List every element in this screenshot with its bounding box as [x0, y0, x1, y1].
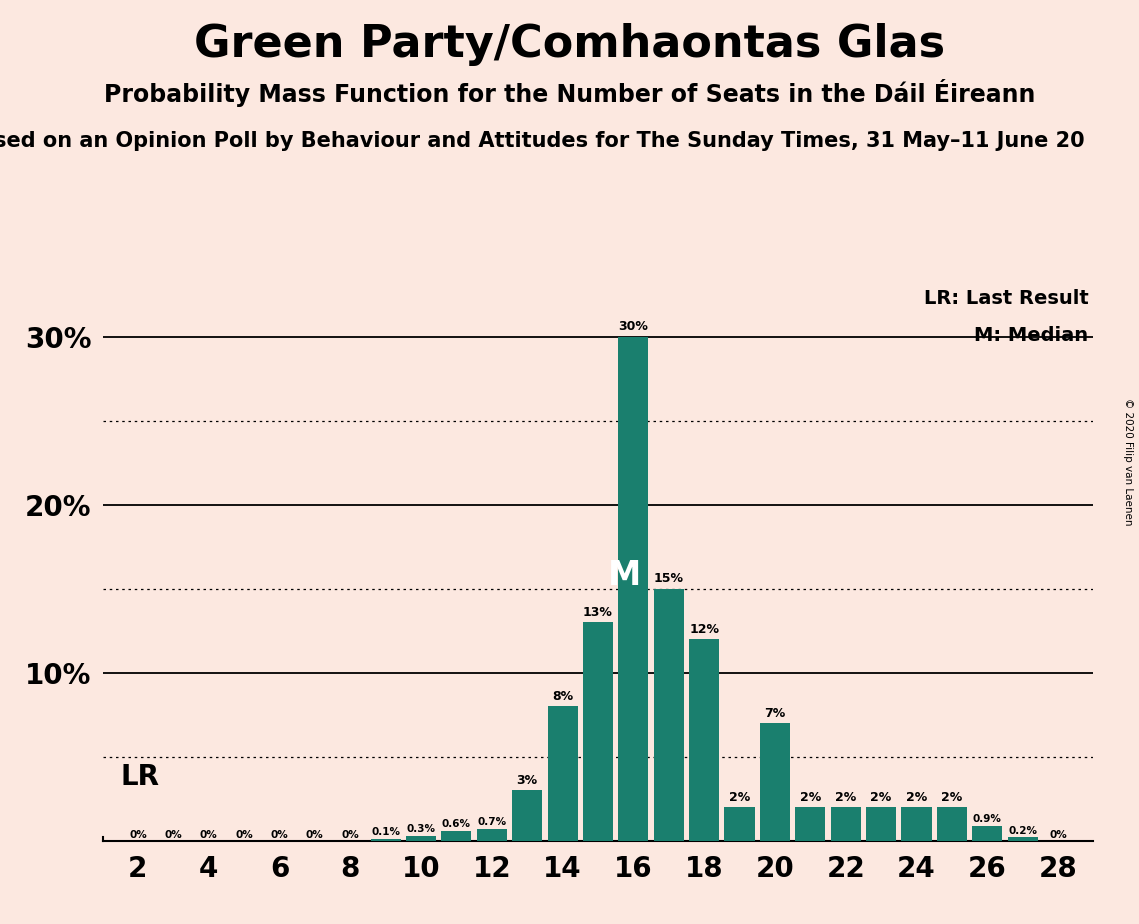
Text: 12%: 12% — [689, 623, 719, 636]
Bar — [513, 790, 542, 841]
Text: 0.9%: 0.9% — [973, 814, 1001, 824]
Text: 0%: 0% — [164, 830, 182, 840]
Bar — [689, 639, 719, 841]
Text: 0%: 0% — [199, 830, 218, 840]
Text: 13%: 13% — [583, 606, 613, 619]
Text: LR: LR — [121, 763, 159, 791]
Text: 3%: 3% — [517, 774, 538, 787]
Text: sed on an Opinion Poll by Behaviour and Attitudes for The Sunday Times, 31 May–1: sed on an Opinion Poll by Behaviour and … — [0, 131, 1085, 152]
Bar — [405, 836, 436, 841]
Text: 30%: 30% — [618, 321, 648, 334]
Text: 8%: 8% — [552, 690, 573, 703]
Text: 2%: 2% — [729, 791, 751, 804]
Text: 15%: 15% — [654, 573, 683, 586]
Text: 2%: 2% — [800, 791, 821, 804]
Bar — [973, 826, 1002, 841]
Bar — [760, 723, 790, 841]
Bar — [583, 623, 613, 841]
Text: 0.3%: 0.3% — [407, 824, 435, 834]
Bar — [830, 808, 861, 841]
Text: 0.7%: 0.7% — [477, 818, 507, 827]
Text: 2%: 2% — [941, 791, 962, 804]
Text: 2%: 2% — [870, 791, 892, 804]
Text: 2%: 2% — [906, 791, 927, 804]
Text: Probability Mass Function for the Number of Seats in the Dáil Éireann: Probability Mass Function for the Number… — [104, 79, 1035, 106]
Text: 0.2%: 0.2% — [1008, 826, 1038, 836]
Text: 0%: 0% — [271, 830, 288, 840]
Text: 0%: 0% — [342, 830, 359, 840]
Text: 0.6%: 0.6% — [442, 819, 470, 829]
Bar — [618, 337, 648, 841]
Bar — [724, 808, 754, 841]
Text: LR: Last Result: LR: Last Result — [924, 289, 1089, 309]
Bar — [866, 808, 896, 841]
Text: M: M — [608, 559, 641, 592]
Text: © 2020 Filip van Laenen: © 2020 Filip van Laenen — [1123, 398, 1133, 526]
Text: 0.1%: 0.1% — [371, 828, 400, 837]
Text: 2%: 2% — [835, 791, 857, 804]
Text: 0%: 0% — [306, 830, 323, 840]
Bar — [937, 808, 967, 841]
Text: Green Party/Comhaontas Glas: Green Party/Comhaontas Glas — [194, 23, 945, 67]
Bar — [654, 589, 683, 841]
Bar — [901, 808, 932, 841]
Text: 0%: 0% — [1049, 830, 1067, 840]
Bar — [477, 829, 507, 841]
Bar — [548, 707, 577, 841]
Bar — [442, 831, 472, 841]
Bar — [795, 808, 826, 841]
Bar — [1008, 837, 1038, 841]
Text: 7%: 7% — [764, 707, 786, 720]
Text: 0%: 0% — [235, 830, 253, 840]
Bar — [370, 839, 401, 841]
Text: M: Median: M: Median — [974, 326, 1089, 346]
Text: 0%: 0% — [129, 830, 147, 840]
